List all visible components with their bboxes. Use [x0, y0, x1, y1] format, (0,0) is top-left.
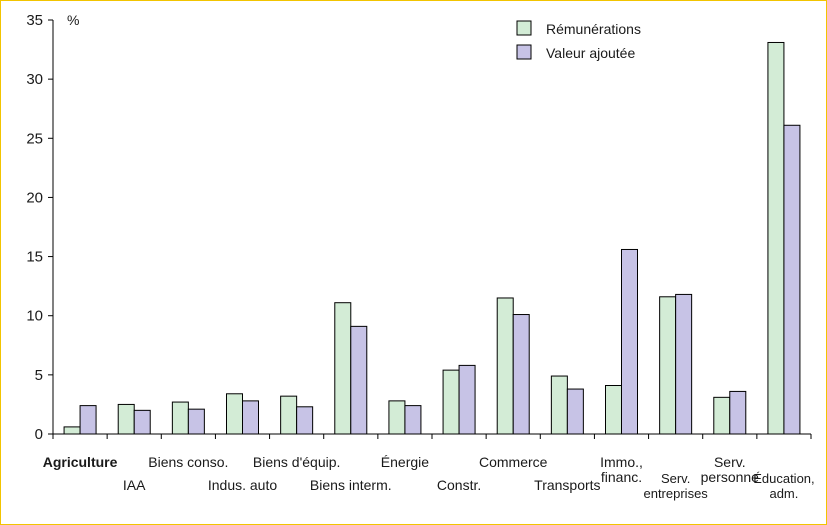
- y-tick-label: 25: [26, 130, 43, 147]
- bar-remunerations-11: [659, 296, 677, 435]
- legend-swatch-0: [516, 20, 532, 36]
- bars: [63, 41, 801, 435]
- y-ticks: 0 5 10 15 20 25 30 35: [26, 12, 53, 443]
- category-label-4: Biens d'équip.: [253, 454, 341, 470]
- legend-label-0: Rémunérations: [546, 21, 641, 37]
- category-label-8: Commerce: [479, 454, 548, 470]
- bar-remunerations-3: [226, 393, 243, 435]
- category-label-12: personne: [701, 469, 760, 485]
- y-tick-label: 15: [26, 249, 43, 266]
- category-label-7: Constr.: [437, 477, 481, 493]
- legend-label-1: Valeur ajoutée: [546, 45, 635, 61]
- bar-remunerations-0: [63, 426, 81, 435]
- bar-valeur-ajoutee-12: [729, 390, 747, 435]
- bar-valeur-ajoutee-1: [133, 409, 151, 435]
- bar-remunerations-4: [280, 395, 298, 435]
- y-tick-label: 0: [35, 426, 43, 443]
- bar-valeur-ajoutee-0: [79, 405, 97, 435]
- bar-valeur-ajoutee-2: [187, 408, 205, 435]
- bar-remunerations-7: [442, 369, 460, 435]
- bar-valeur-ajoutee-4: [296, 406, 314, 435]
- category-label-9: Transports: [534, 477, 600, 493]
- category-label-13: adm.: [769, 486, 798, 501]
- y-tick-label: 35: [26, 12, 43, 29]
- legend-swatch-1: [516, 44, 532, 60]
- category-label-5: Biens interm.: [310, 477, 392, 493]
- category-label-6: Énergie: [381, 454, 429, 470]
- y-tick-label: 5: [35, 367, 43, 384]
- bar-remunerations-2: [171, 401, 189, 435]
- bar-valeur-ajoutee-8: [512, 314, 530, 435]
- bar-valeur-ajoutee-5: [350, 325, 368, 435]
- bar-remunerations-9: [550, 375, 568, 435]
- category-label-0: Agriculture: [43, 454, 118, 470]
- bar-remunerations-5: [334, 302, 352, 435]
- y-tick-label: 10: [26, 308, 43, 325]
- bar-valeur-ajoutee-10: [621, 248, 638, 435]
- legend: Rémunérations Valeur ajoutée: [516, 20, 641, 61]
- bar-remunerations-1: [117, 403, 135, 435]
- category-label-3: Indus. auto: [208, 477, 277, 493]
- bar-remunerations-12: [713, 396, 731, 435]
- bar-valeur-ajoutee-3: [242, 400, 259, 435]
- axes: [52, 20, 812, 439]
- bar-remunerations-10: [605, 385, 622, 435]
- category-label-10: financ.: [601, 469, 642, 485]
- category-label-13: Éducation,: [753, 471, 814, 486]
- bar-valeur-ajoutee-13: [783, 124, 801, 435]
- bar-remunerations-8: [496, 297, 514, 435]
- bar-valeur-ajoutee-9: [566, 388, 584, 435]
- bar-remunerations-6: [388, 400, 406, 435]
- category-label-12: Serv.: [714, 454, 746, 470]
- category-label-11: Serv.: [661, 471, 690, 486]
- y-tick-label: 30: [26, 71, 43, 88]
- category-label-2: Biens conso.: [148, 454, 228, 470]
- bar-remunerations-13: [767, 41, 785, 435]
- category-label-1: IAA: [123, 477, 146, 493]
- category-label-11: entreprises: [643, 486, 708, 501]
- bar-valeur-ajoutee-11: [675, 293, 693, 435]
- bar-valeur-ajoutee-6: [404, 405, 422, 435]
- y-axis-label: %: [67, 12, 79, 28]
- category-label-10: Immo.,: [600, 454, 643, 470]
- bar-valeur-ajoutee-7: [458, 364, 476, 435]
- y-tick-label: 20: [26, 189, 43, 206]
